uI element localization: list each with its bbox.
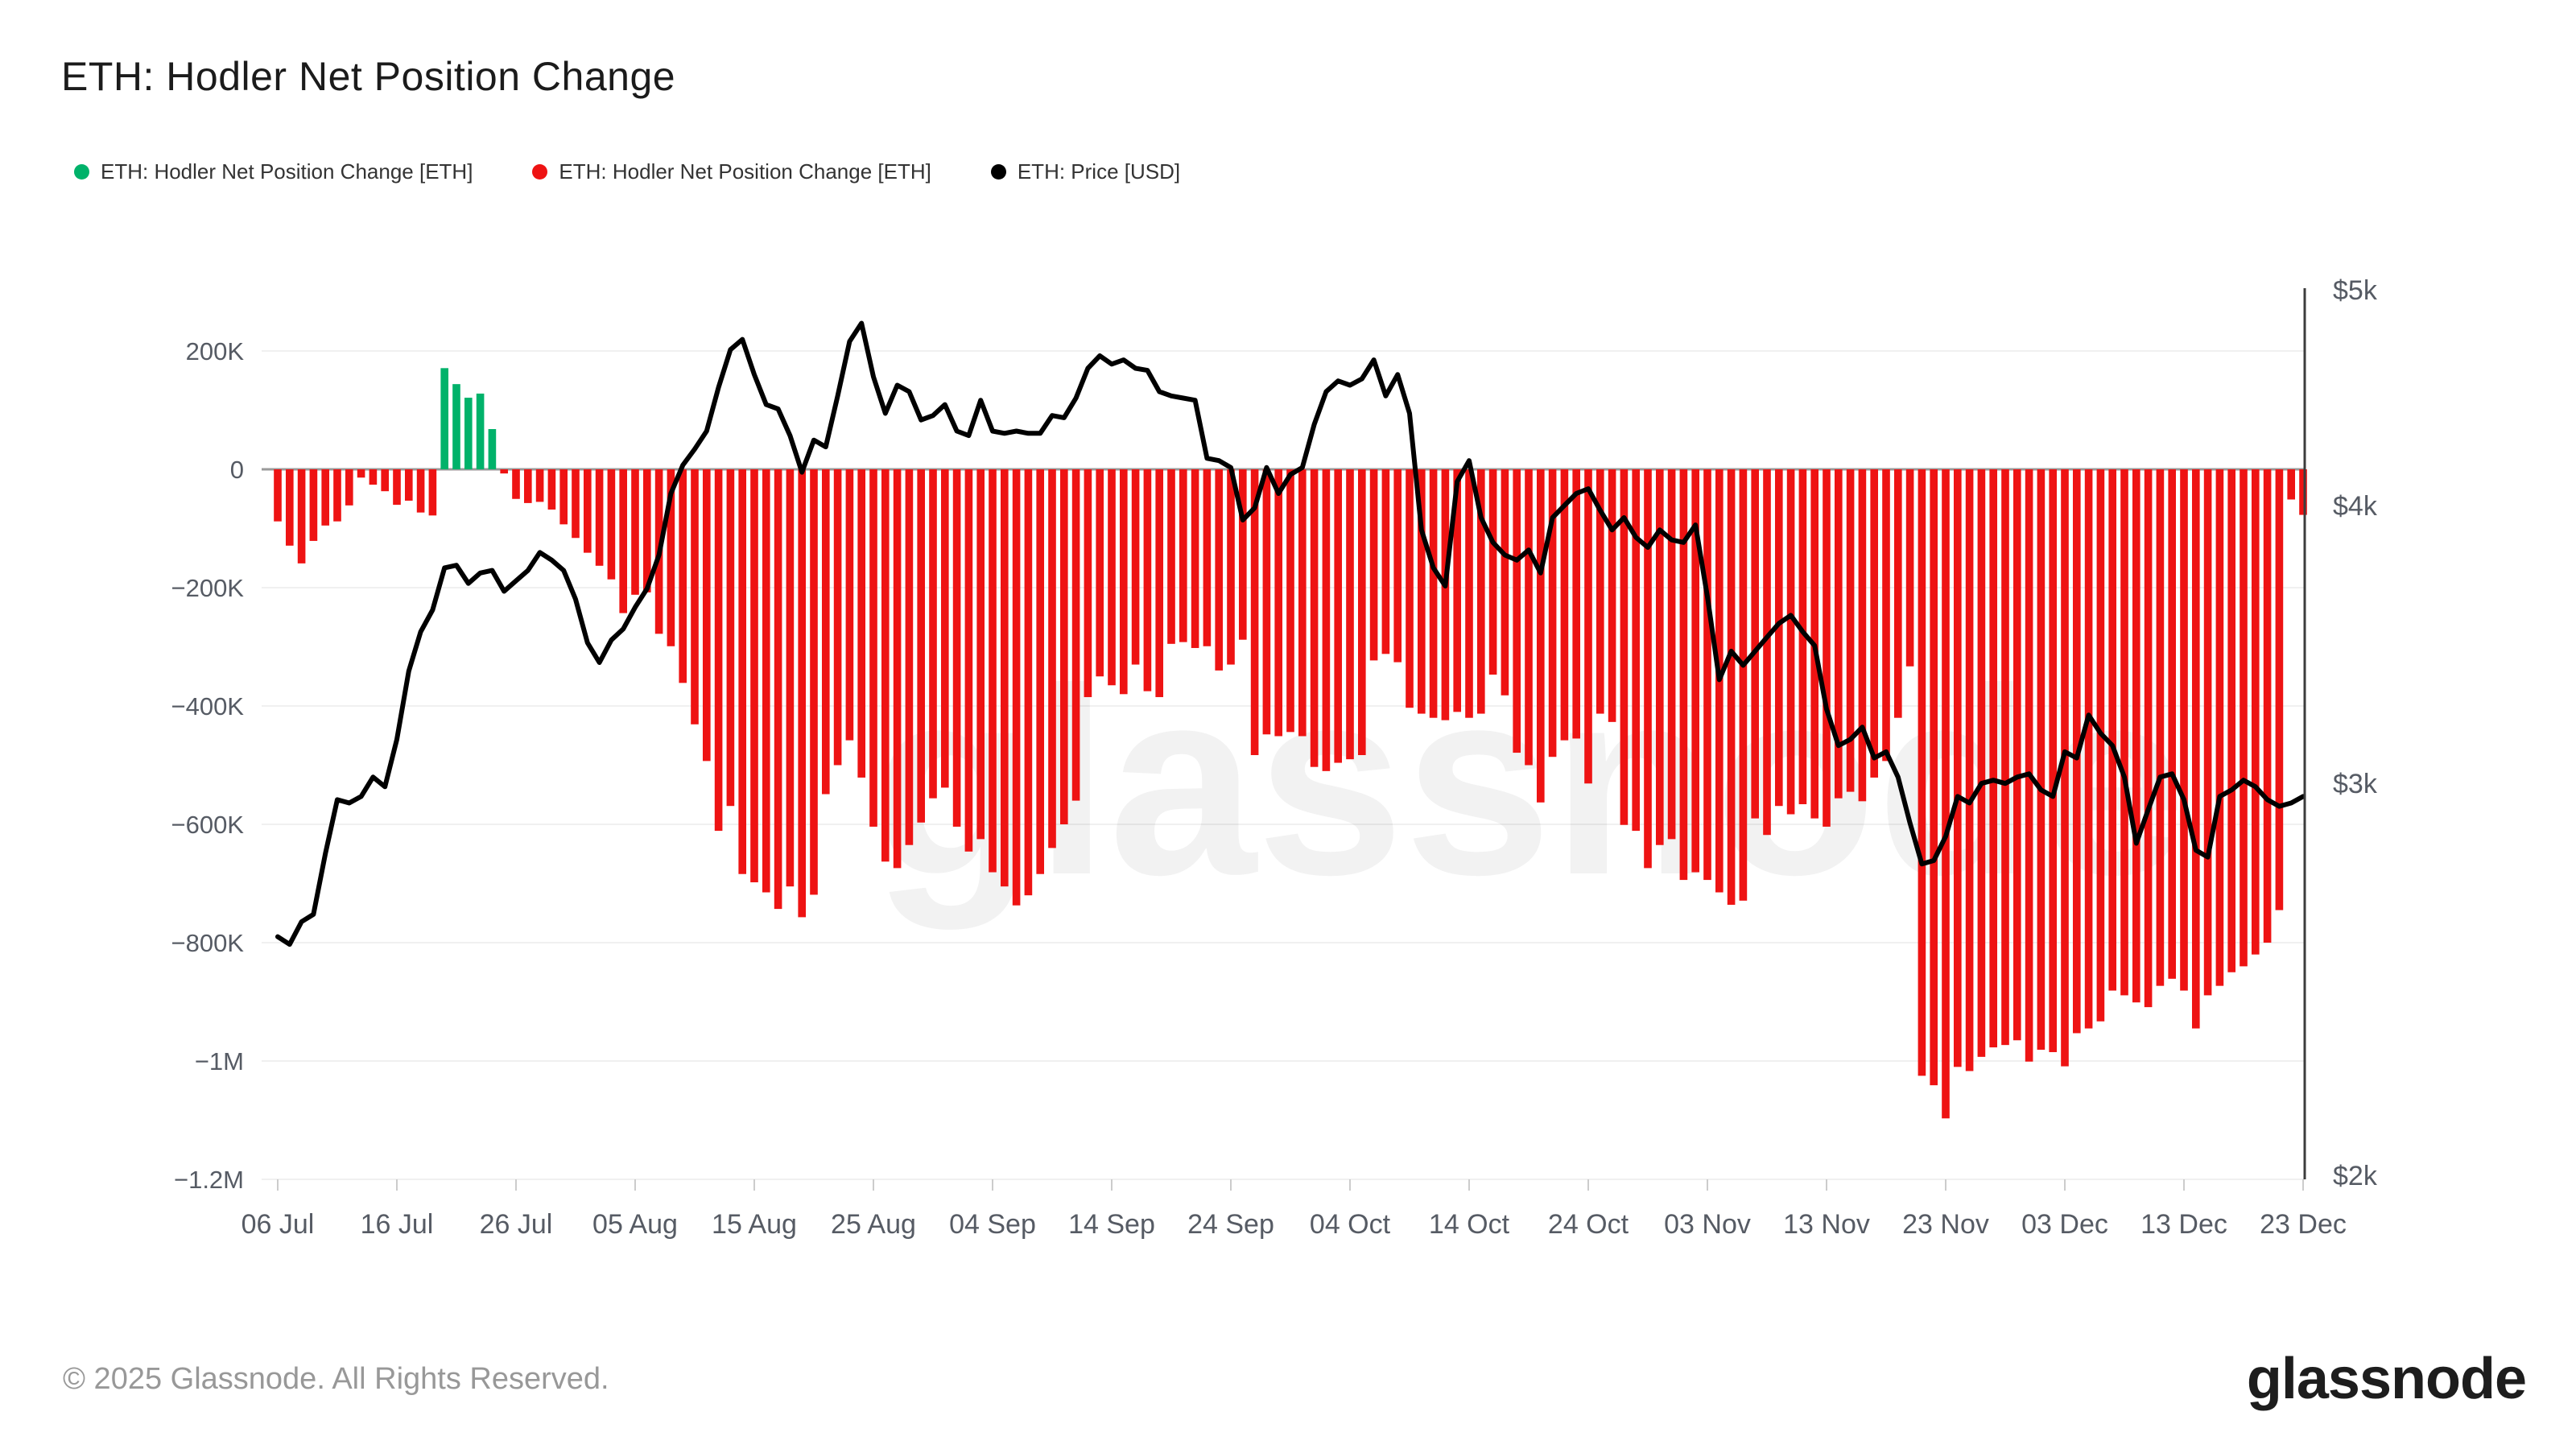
svg-text:0: 0: [230, 456, 244, 484]
svg-text:16 Jul: 16 Jul: [361, 1209, 434, 1240]
price-line: [275, 320, 2306, 947]
svg-text:−800K: −800K: [171, 929, 244, 957]
svg-text:$2k: $2k: [2333, 1161, 2378, 1191]
legend-item-0[interactable]: ETH: Hodler Net Position Change [ETH]: [74, 159, 473, 184]
x-axis-ticks: [277, 1179, 2304, 1191]
svg-text:24 Sep: 24 Sep: [1187, 1209, 1274, 1240]
black-dot-icon: [990, 164, 1006, 180]
svg-text:−1M: −1M: [195, 1047, 244, 1075]
y-axis-right-labels: $5k $4k $3k $2k: [2333, 275, 2378, 1191]
svg-text:24 Oct: 24 Oct: [1548, 1209, 1629, 1240]
svg-text:04 Sep: 04 Sep: [949, 1209, 1036, 1240]
svg-text:13 Nov: 13 Nov: [1783, 1209, 1870, 1240]
svg-text:26 Jul: 26 Jul: [480, 1209, 553, 1240]
legend-item-label: ETH: Price [USD]: [1017, 159, 1181, 184]
svg-text:23 Nov: 23 Nov: [1902, 1209, 1989, 1240]
svg-text:14 Oct: 14 Oct: [1429, 1209, 1510, 1240]
svg-text:13 Dec: 13 Dec: [2140, 1209, 2227, 1240]
svg-text:−200K: −200K: [171, 574, 244, 602]
legend-item-label: ETH: Hodler Net Position Change [ETH]: [559, 159, 931, 184]
legend-item-label: ETH: Hodler Net Position Change [ETH]: [101, 159, 473, 184]
green-dot-icon: [74, 164, 89, 180]
svg-text:15 Aug: 15 Aug: [712, 1209, 797, 1240]
svg-text:$5k: $5k: [2333, 275, 2378, 306]
grid-lines: [262, 350, 2305, 1180]
svg-text:14 Sep: 14 Sep: [1068, 1209, 1155, 1240]
svg-text:$4k: $4k: [2333, 491, 2378, 522]
legend: ETH: Hodler Net Position Change [ETH] ETH…: [74, 159, 1180, 184]
x-axis-labels: 06 Jul 16 Jul 26 Jul 05 Aug 15 Aug 25 Aug 04 S…: [242, 1209, 2347, 1240]
red-dot-icon: [532, 164, 548, 180]
svg-text:−1.2M: −1.2M: [174, 1166, 244, 1194]
svg-text:03 Nov: 03 Nov: [1664, 1209, 1751, 1240]
svg-text:−600K: −600K: [171, 811, 244, 839]
y-axis-left-labels: 200K 0 −200K −400K −600K −800K −1M −1.2M: [171, 337, 244, 1194]
svg-text:200K: 200K: [186, 337, 245, 365]
copyright-text: © 2025 Glassnode. All Rights Reserved.: [63, 1362, 609, 1396]
svg-text:23 Dec: 23 Dec: [2260, 1209, 2347, 1240]
svg-text:04 Oct: 04 Oct: [1310, 1209, 1391, 1240]
page-title: ETH: Hodler Net Position Change: [61, 54, 676, 99]
svg-text:03 Dec: 03 Dec: [2021, 1209, 2108, 1240]
svg-text:06 Jul: 06 Jul: [242, 1209, 315, 1240]
legend-item-1[interactable]: ETH: Hodler Net Position Change [ETH]: [532, 159, 931, 184]
glassnode-logo: glassnode: [2246, 1347, 2527, 1411]
svg-text:05 Aug: 05 Aug: [592, 1209, 678, 1240]
svg-text:25 Aug: 25 Aug: [831, 1209, 916, 1240]
svg-text:−400K: −400K: [171, 692, 244, 720]
svg-text:$3k: $3k: [2333, 769, 2378, 799]
legend-item-2[interactable]: ETH: Price [USD]: [990, 159, 1181, 184]
